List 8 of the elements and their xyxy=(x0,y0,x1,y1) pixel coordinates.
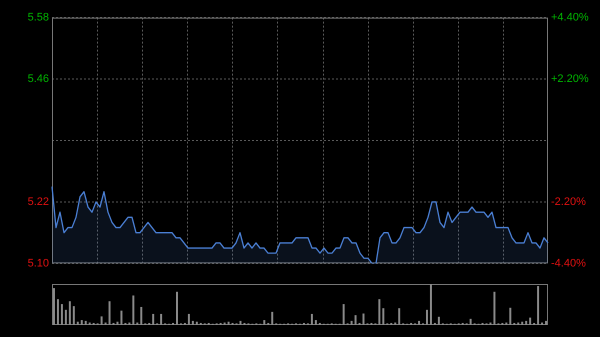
y2-tick-label: +2.20% xyxy=(551,73,589,86)
y-tick-label: 5.58 xyxy=(28,12,49,24)
y2-tick-label: -2.20% xyxy=(551,196,586,208)
y2-tick-label: -4.40% xyxy=(551,257,586,270)
y2-tick-label: +4.40% xyxy=(551,12,589,24)
y-tick-label: 5.22 xyxy=(28,196,49,208)
y-tick-label: 5.46 xyxy=(28,73,49,86)
y-tick-label: 5.10 xyxy=(28,257,49,270)
